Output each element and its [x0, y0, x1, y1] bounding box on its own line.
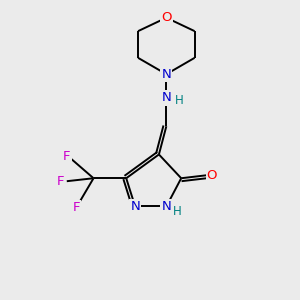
- Text: F: F: [73, 201, 80, 214]
- Text: N: N: [161, 92, 171, 104]
- Text: O: O: [161, 11, 172, 24]
- Text: H: H: [173, 205, 182, 218]
- Text: O: O: [207, 169, 217, 182]
- Text: N: N: [161, 200, 171, 213]
- Text: F: F: [57, 175, 64, 188]
- Text: H: H: [175, 94, 184, 107]
- Text: N: N: [130, 200, 140, 213]
- Text: F: F: [63, 150, 70, 163]
- Text: N: N: [161, 68, 171, 81]
